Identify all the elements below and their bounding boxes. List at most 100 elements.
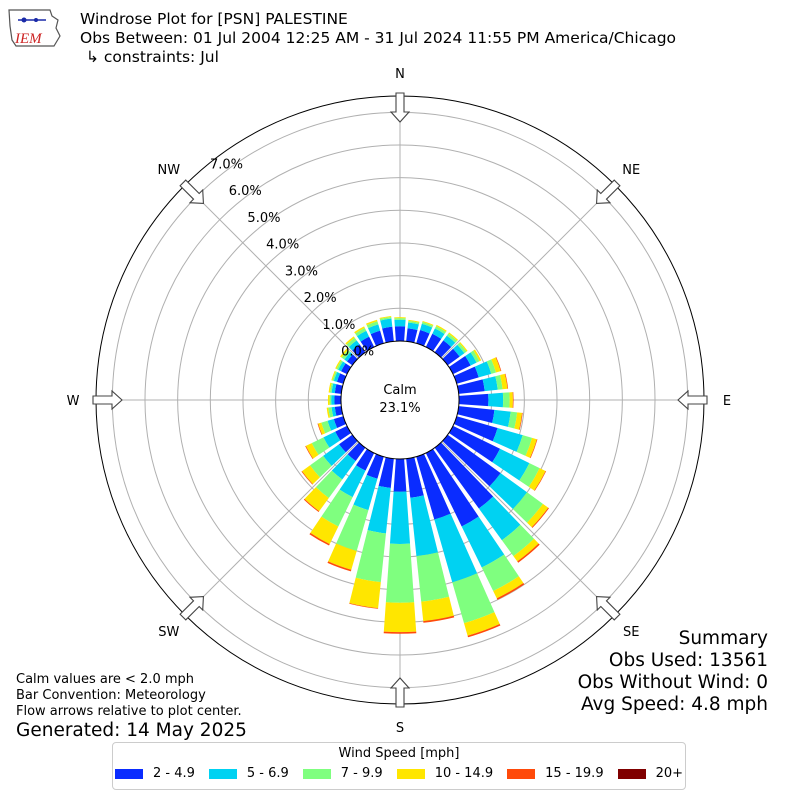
flow-arrow-shape — [179, 595, 205, 621]
wind-bar-segment — [519, 412, 523, 430]
wind-bar-segment — [323, 431, 341, 448]
wind-bar-segment — [331, 383, 337, 394]
wind-bar-segment — [534, 470, 547, 491]
wind-bar-segment — [492, 409, 511, 427]
bar-convention-note: Bar Convention: Meteorology — [16, 688, 206, 703]
wind-bar-segment — [453, 416, 498, 442]
wind-bar-segment — [432, 328, 445, 339]
wind-bar-segment — [378, 457, 394, 488]
cardinal-label-n: N — [395, 67, 405, 82]
wind-bar-segment — [502, 392, 510, 408]
cardinal-label-w: W — [67, 394, 80, 409]
wind-bar-segment — [406, 328, 418, 343]
wind-bar-segment — [332, 371, 338, 382]
wind-bar-segment — [334, 395, 342, 405]
wind-bar-segment — [310, 516, 339, 545]
wind-bar-segment — [339, 434, 358, 453]
wind-bar-segment — [318, 422, 326, 435]
wind-bar-segment — [496, 582, 525, 600]
wind-bar-segment — [303, 498, 320, 512]
wind-bar-segment — [452, 573, 495, 624]
wind-bar-segment — [383, 602, 417, 633]
wind-bar-segment — [301, 471, 313, 485]
wind-bar-segment — [448, 332, 459, 341]
legend-label: 7 - 9.9 — [340, 766, 383, 781]
wind-bar-segment — [495, 375, 503, 390]
legend: Wind Speed [mph] 2 - 4.9 5 - 6.9 7 - 9.9 10… — [112, 742, 686, 790]
wind-bar-segment — [489, 473, 528, 510]
legend-item: 15 - 19.9 — [507, 766, 604, 781]
wind-bar-segment — [349, 577, 381, 609]
wind-bar-segment — [367, 485, 391, 534]
wind-bar-segment — [519, 463, 540, 487]
wind-bar-segment — [333, 416, 347, 429]
wind-bar-segment — [467, 624, 501, 638]
cardinal-label-se: SE — [623, 625, 639, 640]
flow-arrow-shape — [677, 389, 708, 411]
grid-spoke — [441, 184, 616, 359]
wind-bar-segment — [442, 434, 501, 487]
flow-arrow-shape — [389, 92, 411, 123]
generated-date: Generated: 14 May 2025 — [16, 720, 247, 741]
wind-bar-segment — [473, 349, 482, 362]
wind-bar-segment — [360, 336, 375, 352]
wind-bar-segment — [495, 357, 502, 372]
wind-bar-segment — [385, 543, 415, 603]
grid-spoke — [441, 441, 616, 616]
wind-bar-segment — [482, 376, 498, 392]
wind-bar-segment — [304, 487, 329, 512]
wind-bar-segment — [327, 418, 338, 431]
wind-bar-segment — [328, 543, 357, 570]
wind-bar-segment — [346, 354, 358, 366]
wind-bar-segment — [530, 439, 538, 459]
wind-bar-segment — [434, 326, 446, 334]
legend-swatch — [617, 768, 646, 779]
wind-bar-segment — [305, 445, 314, 459]
wind-bar-segment — [488, 392, 504, 408]
wind-bar-segment — [434, 442, 494, 509]
radial-tick-label: 2.0% — [304, 291, 337, 306]
wind-bar-segment — [348, 340, 360, 351]
wind-bar-segment — [334, 406, 343, 416]
legend-item: 20+ — [617, 766, 683, 781]
cardinal-label-s: S — [396, 721, 404, 736]
logo-text: IEM — [14, 31, 43, 47]
wind-bar-segment — [528, 468, 546, 491]
iem-logo: IEM — [8, 9, 61, 47]
radial-tick-label: 1.0% — [322, 318, 355, 333]
wind-bar-segment — [309, 455, 332, 478]
wind-bar-segment — [309, 532, 330, 546]
wind-bar-segment — [380, 318, 393, 329]
wind-bar-segment — [335, 425, 352, 441]
legend-swatch — [208, 768, 237, 779]
chart-title: Windrose Plot for [PSN] PALESTINE — [80, 10, 348, 28]
wind-bar-segment — [331, 406, 337, 417]
flow-arrow — [677, 389, 708, 411]
wind-bar-segment — [421, 321, 434, 328]
wind-bar-segment — [346, 337, 357, 347]
wind-bar-segment — [442, 348, 460, 366]
wind-bar-segment — [516, 435, 533, 456]
wind-bar-segment — [408, 320, 420, 325]
wind-bar-segment — [416, 330, 430, 347]
wind-bar-segment — [347, 442, 366, 461]
flow-arrow — [389, 92, 411, 123]
legend-items: 2 - 4.9 5 - 6.9 7 - 9.9 10 - 14.9 15 - 19.9 2… — [113, 766, 685, 781]
wind-bar-segment — [341, 349, 351, 360]
wind-bar-segment — [461, 516, 505, 568]
legend-label: 15 - 19.9 — [545, 766, 604, 781]
wind-bar-segment — [408, 319, 420, 323]
wind-bar-segment — [345, 336, 355, 345]
wind-bar-segment — [458, 393, 489, 407]
wind-bar-segment — [478, 496, 521, 541]
wind-bar-segment — [425, 333, 442, 352]
wind-bar-segment — [423, 615, 455, 623]
wind-bar-segment — [500, 373, 508, 390]
wind-bar-segment — [436, 324, 447, 332]
wind-bar-segment — [492, 427, 523, 452]
flow-arrow — [595, 595, 621, 621]
flow-arrow-shape — [595, 179, 621, 205]
flow-arrow-shape — [179, 179, 205, 205]
header: Windrose Plot for [PSN] PALESTINE Obs Be… — [80, 10, 676, 67]
wind-bar-segment — [336, 360, 343, 370]
